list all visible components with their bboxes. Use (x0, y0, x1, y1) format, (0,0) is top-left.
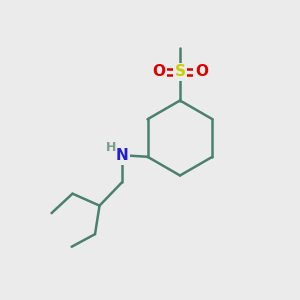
Text: O: O (152, 64, 165, 80)
Text: H: H (105, 141, 116, 154)
Text: N: N (116, 148, 128, 163)
Text: O: O (195, 64, 208, 80)
Text: S: S (175, 64, 185, 80)
